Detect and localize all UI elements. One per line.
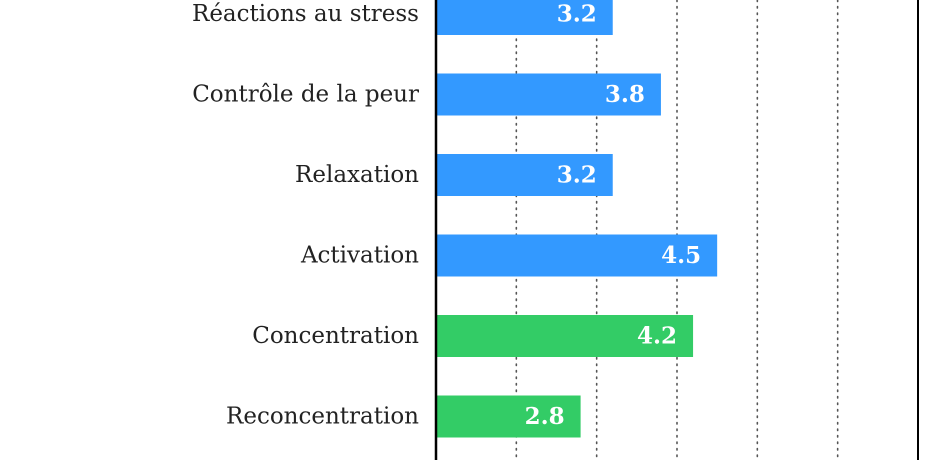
value-label: 3.2 xyxy=(557,162,597,189)
gridlines xyxy=(515,0,839,460)
bars: Réactions au stress 3.2 Contrôle de la peu… xyxy=(192,0,718,438)
category-label: Réactions au stress xyxy=(192,1,419,27)
category-label: Reconcentration xyxy=(226,404,419,430)
bar xyxy=(436,73,661,116)
bar xyxy=(436,234,718,277)
value-label: 4.5 xyxy=(661,242,701,269)
value-label: 2.8 xyxy=(525,403,565,430)
bar xyxy=(436,0,613,35)
bar xyxy=(436,154,613,196)
category-label: Contrôle de la peur xyxy=(192,82,419,108)
value-label: 3.8 xyxy=(605,81,645,108)
bar xyxy=(436,395,581,438)
category-label: Concentration xyxy=(252,323,419,349)
bar xyxy=(436,315,694,357)
category-label: Activation xyxy=(300,243,419,269)
plot-frame xyxy=(434,0,919,460)
value-label: 4.2 xyxy=(637,323,677,350)
category-label: Relaxation xyxy=(295,162,419,188)
value-label: 3.2 xyxy=(557,1,597,28)
